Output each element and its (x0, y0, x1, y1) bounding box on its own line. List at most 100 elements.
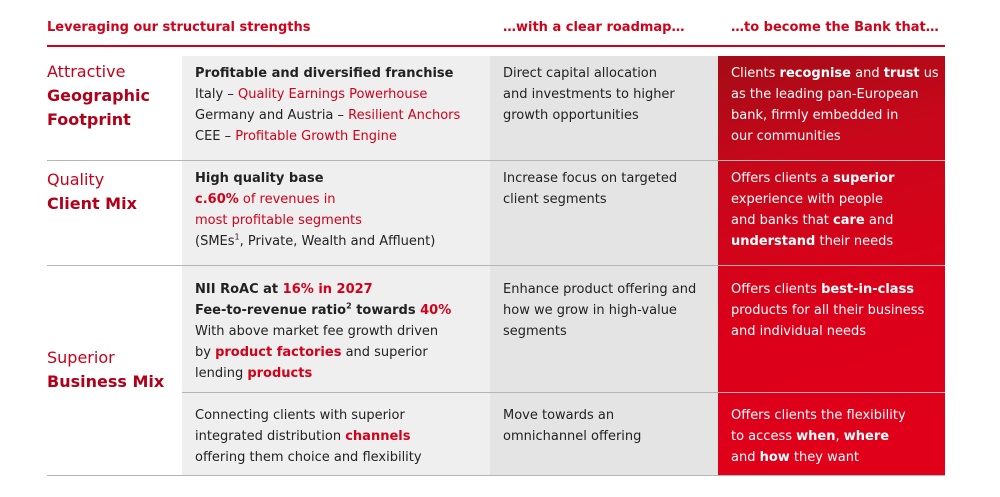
label-line: Attractive (47, 62, 126, 81)
strengths-cell: Connecting clients with superior integra… (182, 398, 490, 468)
text: , Private, Wealth and Affluent) (239, 234, 436, 249)
strengths-cell: NII RoAC at 16% in 2027 Fee-to-revenue r… (182, 272, 490, 384)
roadmap-cell: Move towards an omnichannel offering (490, 398, 718, 447)
cell-title: Profitable and diversified franchise (195, 66, 454, 81)
text: and individual needs (731, 324, 867, 339)
line: and banks that care and (731, 210, 935, 231)
row-rule (47, 265, 945, 266)
row-label: Superior Business Mix (47, 346, 182, 394)
column-header: …to become the Bank that… (731, 20, 939, 35)
text: trust (883, 66, 920, 81)
label-line: Business Mix (47, 372, 165, 391)
text: 16% in 2027 (282, 282, 373, 297)
text: CEE – (195, 129, 236, 144)
text: and superior (341, 345, 428, 360)
text: offering them choice and flexibility (195, 450, 422, 465)
column-header: …with a clear roadmap… (503, 20, 685, 35)
line: With above market fee growth driven (195, 321, 480, 342)
text: Offers clients the flexibility (731, 408, 906, 423)
text: (SMEs (195, 234, 235, 249)
line: to access when, where (731, 426, 935, 447)
text: products for all their business (731, 303, 925, 318)
text: experience with people (731, 192, 883, 207)
line: Offers clients the flexibility (731, 405, 935, 426)
row-rule (47, 475, 945, 476)
roadmap-cell: Increase focus on targeted client segmen… (490, 161, 718, 210)
text: Offers clients (731, 282, 822, 297)
bank-cell: Offers clients best-in-class products fo… (718, 272, 945, 342)
text: how (759, 450, 790, 465)
line: Enhance product offering and (503, 282, 697, 297)
text: to access (731, 429, 797, 444)
line: growth opportunities (503, 108, 639, 123)
line: understand their needs (731, 231, 935, 252)
text: recognise (779, 66, 851, 81)
text: c.60% (195, 192, 239, 207)
cell-title: High quality base (195, 171, 324, 186)
text: and banks that (731, 213, 834, 228)
line: and how they want (731, 447, 935, 468)
line: Offers clients a superior (731, 168, 935, 189)
label-line: Superior (47, 348, 115, 367)
roadmap-cell: Direct capital allocation and investment… (490, 56, 718, 126)
text: Germany and Austria – (195, 108, 349, 123)
row-rule (47, 160, 945, 161)
text: Italy – (195, 87, 238, 102)
text: 40% (420, 303, 452, 318)
label-line: Client Mix (47, 194, 137, 213)
text: by (195, 345, 216, 360)
line: offering them choice and flexibility (195, 447, 480, 468)
row-label: Quality Client Mix (47, 168, 182, 216)
line: our communities (731, 126, 935, 147)
row-rule (182, 392, 945, 393)
line: Increase focus on targeted (503, 171, 678, 186)
line: Clients recognise and trust us (731, 63, 939, 84)
label-line: Quality (47, 170, 105, 189)
text: and (731, 450, 760, 465)
line: and investments to higher (503, 87, 675, 102)
line: segments (503, 324, 567, 339)
line: Move towards an (503, 408, 615, 423)
text: their needs (815, 234, 894, 249)
text: product factories (215, 345, 342, 360)
text: Offers clients a (731, 171, 834, 186)
line: how we grow in high-value (503, 303, 677, 318)
footnote-mark: 2 (346, 301, 352, 311)
line: NII RoAC at 16% in 2027 (195, 279, 480, 300)
text: Fee-to-revenue ratio (195, 303, 347, 318)
text: us (919, 66, 939, 81)
text: , (835, 429, 844, 444)
text: Clients (731, 66, 780, 81)
strengths-cell: High quality base c.60% of revenues in m… (182, 161, 490, 252)
column-header: Leveraging our structural strengths (47, 20, 311, 35)
strengths-cell: Profitable and diversified franchise Ita… (182, 56, 490, 147)
text: most profitable segments (195, 213, 362, 228)
text: they want (789, 450, 860, 465)
text: and (864, 213, 894, 228)
line: omnichannel offering (503, 429, 642, 444)
text: towards (351, 303, 421, 318)
text: integrated distribution (195, 429, 346, 444)
line: CEE – Profitable Growth Engine (195, 126, 480, 147)
text: when (796, 429, 836, 444)
line: client segments (503, 192, 607, 207)
label-line: Geographic (47, 86, 150, 105)
text: channels (345, 429, 411, 444)
line: by product factories and superior (195, 342, 480, 363)
line: integrated distribution channels (195, 426, 480, 447)
line: products for all their business (731, 300, 935, 321)
label-line: Footprint (47, 110, 131, 129)
text: and (850, 66, 884, 81)
header-rule (47, 45, 945, 47)
row-label: Attractive Geographic Footprint (47, 60, 182, 132)
line: Fee-to-revenue ratio2 towards 40% (195, 300, 480, 321)
text: products (247, 366, 313, 381)
roadmap-cell: Enhance product offering and how we grow… (490, 272, 718, 342)
text: bank, firmly embedded in (731, 108, 899, 123)
line: Connecting clients with superior (195, 405, 480, 426)
line: Direct capital allocation (503, 66, 658, 81)
text: as the leading pan-European (731, 87, 919, 102)
line: Italy – Quality Earnings Powerhouse (195, 84, 480, 105)
text: Resilient Anchors (348, 108, 461, 123)
